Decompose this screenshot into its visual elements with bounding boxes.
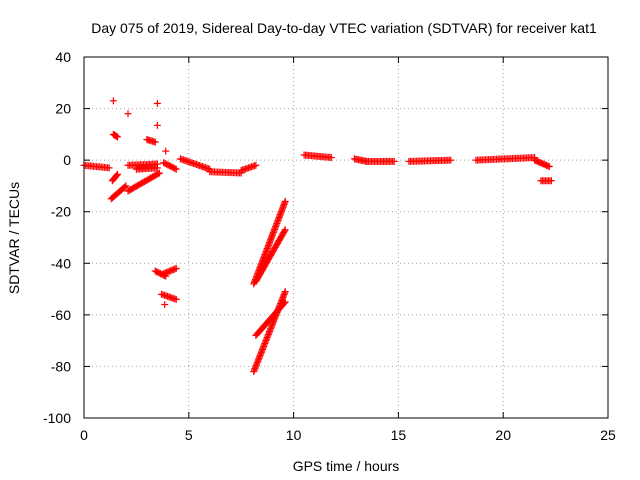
data-point: [545, 163, 553, 171]
data-point: [390, 157, 398, 165]
data-segment: [350, 155, 371, 165]
y-tick-label: 0: [63, 152, 71, 168]
data-segment: [124, 169, 163, 195]
y-tick-label: -60: [51, 307, 71, 323]
y-tick-label: -40: [51, 255, 71, 271]
data-point: [280, 227, 288, 235]
data-point: [109, 97, 117, 105]
data-segment: [537, 177, 555, 185]
data-point: [281, 288, 289, 296]
data-series: [80, 97, 555, 376]
x-tick-label: 10: [286, 427, 302, 443]
data-point: [155, 169, 163, 177]
data-segment: [160, 159, 180, 173]
x-tick-label: 0: [80, 427, 88, 443]
data-segment: [531, 156, 553, 171]
data-point: [281, 226, 289, 234]
data-point: [280, 299, 288, 307]
data-point: [154, 170, 162, 178]
data-point: [172, 264, 180, 272]
chart-title: Day 075 of 2019, Sidereal Day-to-day VTE…: [91, 20, 597, 36]
y-tick-label: -20: [51, 204, 71, 220]
axis-ticks: -100 -80 -60 -40 -20 0 20 40 0 5 10 15 20 25: [43, 49, 616, 443]
data-point: [172, 295, 180, 303]
data-segment: [206, 168, 245, 177]
y-tick-label: -80: [51, 358, 71, 374]
data-segment: [252, 226, 289, 285]
x-tick-label: 20: [495, 427, 511, 443]
y-tick-label: -100: [43, 410, 71, 426]
plot-frame: [83, 56, 609, 419]
data-point: [114, 133, 122, 141]
data-segment: [158, 290, 180, 303]
data-segment: [160, 264, 180, 278]
data-point: [171, 164, 179, 172]
data-point: [122, 182, 130, 190]
data-segment: [176, 155, 214, 173]
data-point: [114, 170, 122, 178]
grid-lines: [84, 57, 608, 418]
x-tick-label: 15: [391, 427, 407, 443]
data-segment: [80, 161, 113, 172]
data-segment: [109, 130, 122, 141]
y-tick-label: 20: [55, 101, 71, 117]
data-segment: [237, 161, 260, 174]
x-tick-label: 25: [600, 427, 616, 443]
data-point: [151, 138, 159, 146]
x-tick-label: 5: [185, 427, 193, 443]
data-point: [447, 156, 455, 164]
data-point: [162, 147, 170, 155]
data-point: [153, 99, 161, 107]
data-point: [153, 121, 161, 129]
data-point: [112, 132, 120, 140]
data-point: [281, 298, 289, 306]
data-point: [124, 110, 132, 118]
y-tick-label: 40: [55, 49, 71, 65]
data-segment: [363, 157, 398, 165]
data-segment: [472, 154, 539, 164]
data-segment: [107, 182, 130, 203]
data-point: [153, 164, 161, 172]
data-segment: [108, 170, 122, 185]
data-segment: [252, 298, 289, 339]
data-point: [252, 161, 260, 169]
data-point: [121, 183, 129, 191]
data-point: [172, 165, 180, 173]
data-segment: [132, 164, 161, 173]
data-point: [113, 171, 121, 179]
x-axis-label: GPS time / hours: [293, 458, 400, 474]
data-segment: [143, 136, 159, 146]
data-segment: [405, 156, 455, 165]
data-point: [161, 301, 169, 309]
data-point: [327, 154, 335, 162]
data-point: [547, 177, 555, 185]
data-segment: [300, 151, 335, 162]
y-axis-label: SDTVAR / TECUs: [6, 182, 22, 294]
data-point: [105, 164, 113, 172]
data-point: [281, 197, 289, 205]
